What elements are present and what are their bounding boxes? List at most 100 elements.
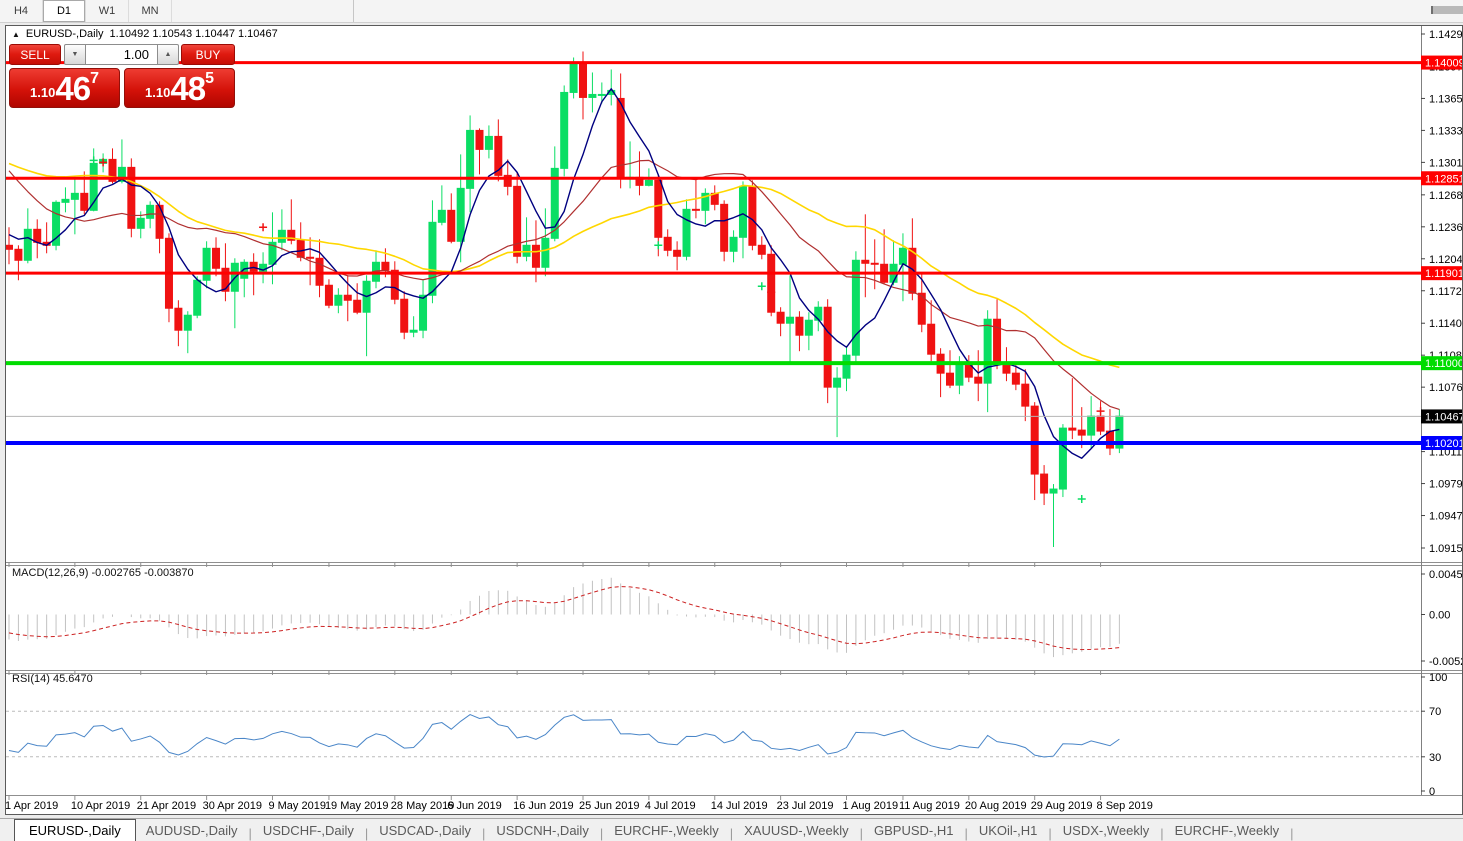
candle-body — [1011, 372, 1020, 385]
chart-tab-eurchf-weekly[interactable]: EURCHF-,Weekly — [614, 822, 719, 838]
date-label[interactable]: 23 Jul 2019 — [777, 800, 834, 812]
candle-body — [212, 247, 221, 269]
hline-support-blue-badge — [1421, 436, 1462, 451]
price-axis-label: 1.09475 — [1429, 511, 1462, 523]
buy-price-box[interactable]: 1.10 48 5 — [124, 68, 235, 108]
candle-body — [795, 316, 804, 336]
candle-body — [550, 167, 559, 239]
date-label[interactable]: 30 Apr 2019 — [203, 800, 262, 812]
date-label[interactable]: 25 Jun 2019 — [579, 800, 640, 812]
date-label[interactable]: 1 Aug 2019 — [842, 800, 898, 812]
date-label[interactable]: 11 Aug 2019 — [899, 800, 960, 812]
sell-price-box[interactable]: 1.10 46 7 — [9, 68, 120, 108]
candle-body — [701, 192, 710, 211]
candle-body — [428, 221, 437, 296]
date-label[interactable]: 29 Aug 2019 — [1031, 800, 1093, 812]
candle-body — [1058, 427, 1067, 490]
sell-button[interactable]: SELL — [9, 44, 61, 65]
timeframe-h4-button[interactable]: H4 — [0, 0, 43, 22]
hline-support-green-badge — [1421, 356, 1462, 371]
candle-body — [776, 311, 785, 324]
tab-separator: | — [599, 826, 604, 841]
candle-body — [437, 209, 446, 223]
chart-tab-ukoil-h1[interactable]: UKOil-,H1 — [978, 822, 1038, 838]
candle-body — [353, 299, 362, 313]
timeframe-mn-button[interactable]: MN — [129, 0, 172, 22]
candle-body — [117, 166, 126, 182]
buy-price-base: 1.10 — [145, 85, 171, 100]
candle-body — [202, 247, 211, 281]
candle-body — [833, 377, 842, 388]
candle-body — [917, 292, 926, 325]
candle-body — [456, 187, 465, 242]
date-label[interactable]: 14 Jul 2019 — [711, 800, 768, 812]
candle-body — [6, 244, 13, 250]
candle-body — [475, 129, 484, 150]
candle-body — [993, 318, 1002, 363]
date-label[interactable]: 10 Apr 2019 — [71, 800, 130, 812]
candle-body — [738, 185, 747, 238]
candle-body — [804, 319, 813, 336]
candle-body — [531, 244, 540, 268]
price-axis-label: 1.12365 — [1429, 222, 1462, 234]
hline-resistance-2-badge — [1421, 171, 1462, 186]
candle-body — [1030, 405, 1039, 475]
date-label[interactable]: 19 May 2019 — [325, 800, 389, 812]
date-label[interactable]: 6 Jun 2019 — [447, 800, 501, 812]
tab-separator: | — [364, 826, 369, 841]
chart-tab-eurusd-daily[interactable]: EURUSD-,Daily — [14, 819, 136, 841]
timeframe-d1-button[interactable]: D1 — [43, 0, 86, 22]
volume-input[interactable] — [86, 44, 157, 65]
tab-separator: | — [1048, 826, 1052, 841]
chart-background[interactable] — [6, 26, 1462, 814]
candle-body — [80, 192, 89, 211]
cross-marker — [1096, 407, 1105, 416]
date-label[interactable]: 16 Jun 2019 — [513, 800, 574, 812]
date-label[interactable]: 21 Apr 2019 — [137, 800, 196, 812]
candle-body — [842, 354, 851, 379]
buy-button[interactable]: BUY — [181, 44, 235, 65]
chart-tab-usdchf-daily[interactable]: USDCHF-,Daily — [262, 822, 354, 838]
price-axis-label: 1.12045 — [1429, 254, 1462, 266]
date-label[interactable]: 9 May 2019 — [268, 800, 325, 812]
candle-body — [983, 318, 992, 384]
candle-body — [569, 62, 578, 93]
chart-tab-eurchf-weekly[interactable]: EURCHF-,Weekly — [1174, 822, 1280, 838]
date-label[interactable]: 8 Sep 2019 — [1097, 800, 1153, 812]
toolbar-scroll-cap — [1431, 6, 1463, 14]
candle-body — [33, 228, 42, 243]
chart-tab-gbpusd-h1[interactable]: GBPUSD-,H1 — [874, 822, 954, 838]
candle-body — [70, 192, 79, 200]
cross-marker — [99, 158, 108, 167]
candle-body — [484, 135, 493, 150]
candle-body — [52, 201, 61, 246]
collapse-trade-panel-icon[interactable]: ▲ — [12, 29, 20, 39]
sell-price-sup: 7 — [90, 70, 99, 87]
date-label[interactable]: 1 Apr 2019 — [6, 800, 58, 812]
chart-tab-audusd-daily[interactable]: AUDUSD-,Daily — [145, 822, 238, 838]
chart-tab-xauusd-weekly[interactable]: XAUUSD-,Weekly — [744, 822, 849, 838]
rsi-axis-label: 30 — [1429, 752, 1441, 764]
candle-body — [23, 228, 32, 261]
candle-body — [127, 166, 136, 229]
candle-body — [14, 248, 23, 261]
candle-body — [522, 244, 531, 257]
timeframe-w1-button[interactable]: W1 — [86, 0, 129, 22]
chart-tab-usdcad-daily[interactable]: USDCAD-,Daily — [379, 822, 471, 838]
volume-decrease-icon[interactable]: ▼ — [64, 44, 86, 65]
chart-canvas[interactable]: 1 Apr 2019 10 Apr 2019 21 Apr 2019 30 Apr 2… — [6, 26, 1462, 814]
candle-body — [306, 256, 315, 259]
volume-increase-icon[interactable]: ▲ — [157, 44, 179, 65]
candle-body — [927, 323, 936, 355]
price-axis-label: 1.11400 — [1429, 318, 1462, 330]
chart-tab-usdx-weekly[interactable]: USDX-,Weekly — [1062, 822, 1150, 838]
candle-body — [419, 294, 428, 331]
tab-separator: | — [1160, 826, 1164, 841]
date-label[interactable]: 28 May 2019 — [391, 800, 455, 812]
date-label[interactable]: 4 Jul 2019 — [645, 800, 696, 812]
date-label[interactable]: 20 Aug 2019 — [965, 800, 1027, 812]
candle-body — [588, 93, 597, 98]
candle-body — [155, 204, 164, 239]
chart-tab-usdcnh-daily[interactable]: USDCNH-,Daily — [496, 822, 589, 838]
